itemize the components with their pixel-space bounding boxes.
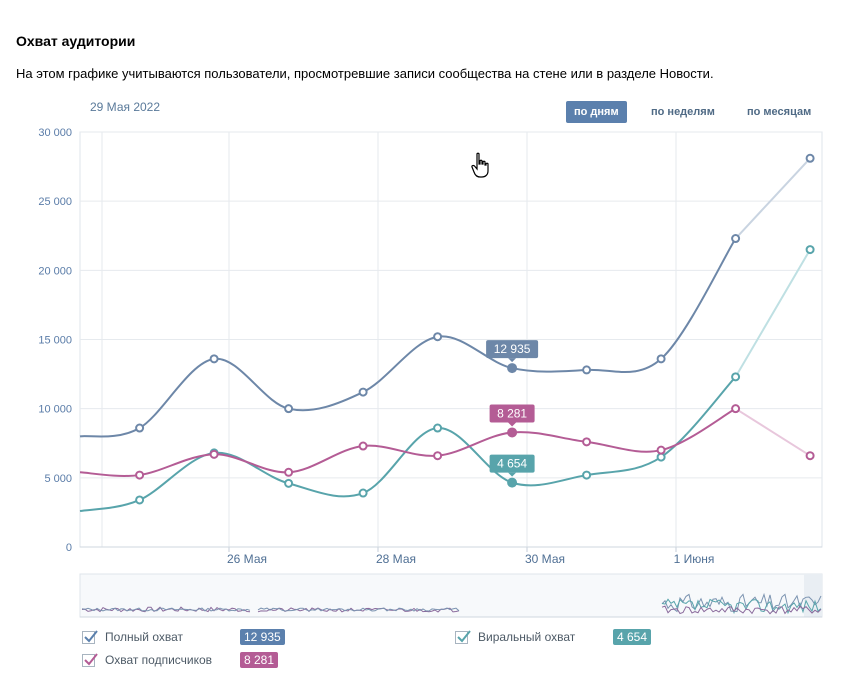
data-point[interactable] (656, 445, 666, 455)
data-tooltip: 4 654 (489, 454, 535, 477)
series-line-2 (79, 407, 737, 477)
x-tick-label: 28 Мая (376, 552, 416, 566)
data-point[interactable] (209, 449, 219, 459)
checkbox-viral-reach[interactable] (455, 629, 471, 644)
data-point[interactable] (433, 423, 443, 433)
tooltip-box (489, 454, 535, 473)
data-point[interactable] (731, 404, 741, 414)
data-point[interactable] (507, 427, 518, 438)
data-point[interactable] (582, 437, 592, 447)
page-title: Охват аудитории (16, 33, 136, 49)
tooltip-box (486, 340, 539, 359)
tooltip-box (489, 404, 535, 423)
legend-label: Полный охват (105, 630, 184, 644)
data-point[interactable] (731, 372, 741, 382)
x-tick-label: 26 Мая (227, 552, 267, 566)
y-tick-label: 10 000 (38, 404, 72, 416)
data-point[interactable] (358, 488, 368, 498)
legend-value: 4 654 (613, 629, 652, 645)
chart-description: На этом графике учитываются пользователи… (16, 66, 714, 81)
checkbox-total-reach[interactable] (82, 629, 98, 644)
data-point[interactable] (135, 495, 145, 505)
legend-value: 8 281 (240, 652, 279, 668)
y-tick-label: 20 000 (38, 265, 72, 277)
data-point[interactable] (358, 387, 368, 397)
x-tick-label: 30 Мая (525, 552, 565, 566)
data-point[interactable] (805, 451, 815, 461)
data-point[interactable] (358, 441, 368, 451)
legend-value: 12 935 (240, 629, 285, 645)
mini-series (661, 598, 822, 615)
mini-series (81, 607, 251, 612)
data-point[interactable] (284, 478, 294, 488)
data-point[interactable] (135, 423, 145, 433)
tooltip-pointer (508, 358, 517, 363)
mini-series (257, 607, 460, 612)
data-point[interactable] (805, 245, 815, 255)
mini-series (661, 605, 822, 615)
tooltip-label: 8 281 (497, 406, 527, 420)
data-point[interactable] (135, 470, 145, 480)
series-line-0 (79, 237, 737, 438)
legend-item-viral-reach[interactable]: Виральный охват 4 654 (455, 629, 652, 645)
legend-label: Виральный охват (478, 630, 576, 644)
data-point[interactable] (731, 234, 741, 244)
tab-by-weeks[interactable]: по неделям (651, 106, 715, 118)
check-icon (84, 652, 98, 665)
check-icon (457, 629, 471, 642)
tooltip-label: 12 935 (494, 342, 531, 356)
data-tooltip: 12 935 (486, 340, 539, 363)
y-tick-label: 30 000 (38, 127, 72, 139)
y-tick-label: 25 000 (38, 196, 72, 208)
data-point[interactable] (507, 477, 518, 488)
tooltip-label: 4 654 (497, 457, 527, 471)
data-point[interactable] (433, 332, 443, 342)
data-point[interactable] (507, 363, 518, 374)
tab-by-months[interactable]: по месяцам (747, 106, 812, 118)
data-point[interactable] (209, 354, 219, 364)
x-tick-label: 1 Июня (674, 552, 715, 566)
y-tick-label: 5 000 (44, 473, 72, 485)
data-point[interactable] (433, 451, 443, 461)
data-point[interactable] (582, 470, 592, 480)
checkbox-subscribers-reach[interactable] (82, 652, 98, 667)
data-point[interactable] (582, 365, 592, 375)
y-tick-label: 0 (66, 542, 72, 554)
tooltip-pointer (508, 472, 517, 477)
mini-series (661, 592, 822, 613)
legend-label: Охват подписчиков (105, 653, 213, 667)
data-point[interactable] (656, 354, 666, 364)
tab-by-days[interactable]: по дням (566, 101, 627, 123)
range-navigator[interactable] (79, 573, 823, 618)
selected-date: 29 Мая 2022 (90, 100, 161, 114)
data-tooltip: 8 281 (489, 404, 535, 427)
data-point[interactable] (805, 153, 815, 163)
reach-line-chart[interactable]: 30 000 25 000 20 000 15 000 10 000 5 000 0 26 М… (0, 120, 843, 620)
y-tick-label: 15 000 (38, 335, 72, 347)
check-icon (84, 629, 98, 642)
data-point[interactable] (284, 404, 294, 414)
tooltip-pointer (508, 422, 517, 427)
series-line-partial-1 (734, 249, 811, 378)
hand-cursor-icon (471, 152, 489, 178)
series-line-1 (79, 376, 737, 513)
legend-item-subscribers-reach[interactable]: Охват подписчиков 8 281 (82, 652, 279, 668)
series-line-partial-2 (735, 407, 811, 457)
legend-item-total-reach[interactable]: Полный охват 12 935 (82, 629, 285, 645)
data-point[interactable] (284, 467, 294, 477)
series-line-partial-0 (734, 157, 811, 240)
